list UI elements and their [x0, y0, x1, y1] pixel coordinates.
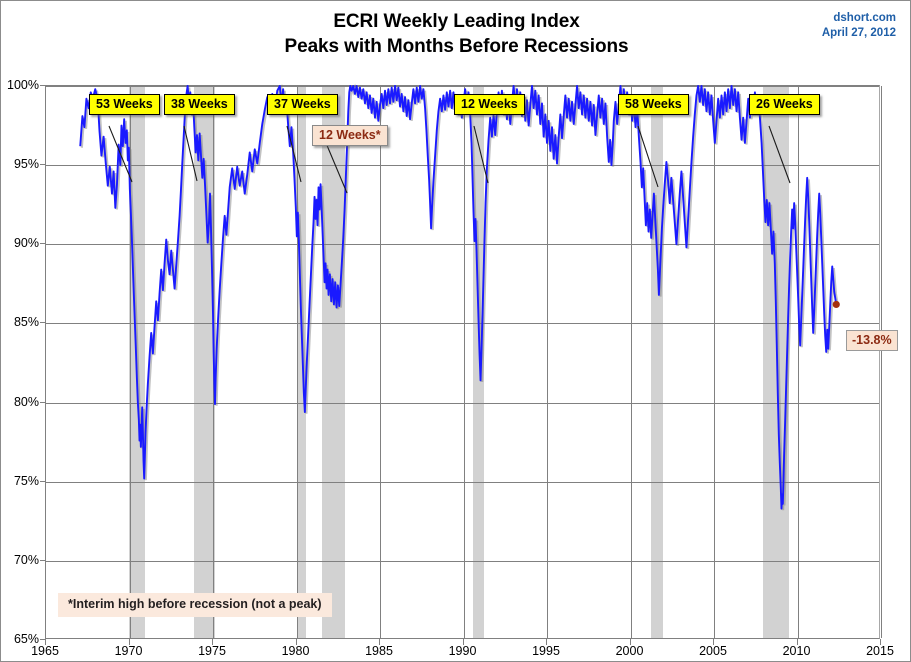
horizontal-gridline — [46, 561, 879, 562]
vertical-gridline — [714, 86, 715, 638]
series-line — [79, 83, 840, 511]
x-axis-tick-label: 2015 — [866, 644, 894, 658]
x-axis-tick-label: 1970 — [114, 644, 143, 658]
x-axis-tick-label: 1980 — [281, 644, 310, 658]
vertical-gridline — [297, 86, 298, 638]
annotation-callout: 58 Weeks — [618, 94, 689, 115]
final-value-label: -13.8% — [846, 330, 898, 351]
page-subtitle: Peaks with Months Before Recessions — [284, 36, 629, 57]
footnote: *Interim high before recession (not a pe… — [58, 593, 332, 617]
recession-band — [322, 86, 346, 638]
source-label: dshort.com — [833, 12, 896, 24]
y-axis-tick-label: 85% — [13, 315, 39, 330]
vertical-gridline — [881, 86, 882, 638]
x-axis-tick-label: 2010 — [782, 644, 811, 658]
y-axis-tick-label: 65% — [13, 632, 39, 646]
horizontal-gridline — [46, 244, 879, 245]
y-axis-tick-label: 70% — [13, 552, 39, 567]
horizontal-gridline — [46, 482, 879, 483]
x-axis-tick-label: 1985 — [365, 644, 393, 658]
annotation-callout: 53 Weeks — [89, 94, 160, 115]
horizontal-gridline — [46, 403, 879, 404]
x-axis-tick-label: 2000 — [615, 644, 644, 658]
page-title: ECRI Weekly Leading Index — [333, 11, 580, 32]
x-axis-tick-label: 1965 — [31, 644, 59, 658]
date-label: April 27, 2012 — [821, 27, 896, 39]
plot-inner — [46, 83, 882, 638]
vertical-gridline — [130, 86, 131, 638]
annotation-callout: 37 Weeks — [267, 94, 338, 115]
annotation-callout: 12 Weeks* — [312, 125, 388, 146]
x-axis-tick-label: 2005 — [699, 644, 727, 658]
horizontal-gridline — [46, 165, 879, 166]
y-axis-tick-label: 80% — [13, 394, 39, 409]
vertical-gridline — [631, 86, 632, 638]
vertical-gridline — [380, 86, 381, 638]
recession-band — [472, 86, 485, 638]
vertical-gridline — [547, 86, 548, 638]
horizontal-gridline — [46, 323, 879, 324]
recession-band — [650, 86, 663, 638]
y-axis-tick-label: 95% — [13, 157, 39, 172]
attribution: dshort.com April 27, 2012 — [822, 11, 896, 41]
final-value-marker — [832, 300, 840, 309]
y-axis-tick-mark — [40, 639, 45, 640]
chart-title-block: ECRI Weekly Leading Index Peaks with Mon… — [1, 9, 910, 59]
x-axis-tick-label: 1975 — [198, 644, 226, 658]
vertical-gridline — [464, 86, 465, 638]
x-axis-tick-label: 1995 — [532, 644, 560, 658]
vertical-gridline — [798, 86, 799, 638]
plot-area — [45, 83, 882, 639]
y-axis-tick-label: 90% — [13, 236, 39, 251]
annotation-callout: 26 Weeks — [749, 94, 820, 115]
x-axis-tick-label: 1990 — [448, 644, 477, 658]
horizontal-gridline — [46, 86, 879, 87]
annotation-callout: 38 Weeks — [164, 94, 235, 115]
y-axis-tick-label: 100% — [7, 78, 39, 92]
y-axis-tick-label: 75% — [13, 473, 39, 488]
annotation-callout: 12 Weeks — [454, 94, 525, 115]
recession-band — [297, 86, 306, 638]
